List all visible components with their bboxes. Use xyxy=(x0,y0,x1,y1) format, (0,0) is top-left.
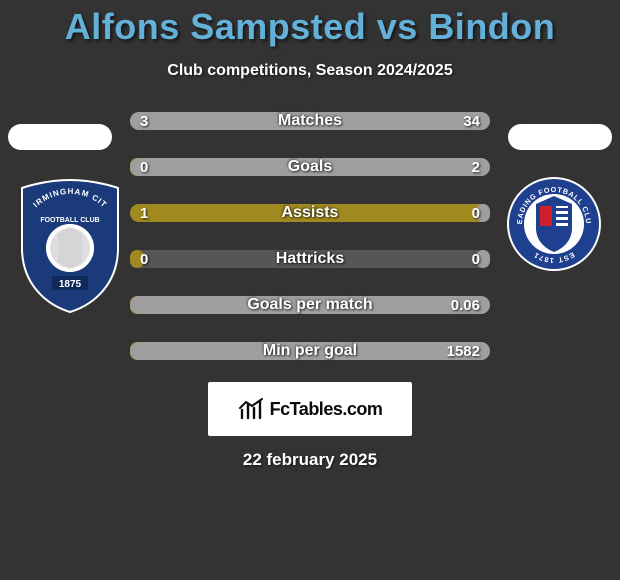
stat-track xyxy=(130,250,490,268)
team-crest-left: BIRMINGHAM CITY FOOTBALL CLUB 1875 xyxy=(18,178,122,314)
stat-fill-right xyxy=(130,158,490,176)
birmingham-crest-icon: BIRMINGHAM CITY FOOTBALL CLUB 1875 xyxy=(18,178,122,314)
player-marker-right xyxy=(508,124,612,150)
stat-row-matches: Matches334 xyxy=(130,112,490,130)
stat-fill-right xyxy=(130,296,490,314)
stat-fill-right xyxy=(130,112,490,130)
team-crest-right: READING FOOTBALL CLUB EST 1871 xyxy=(506,176,602,272)
fctables-logo-icon xyxy=(238,398,264,420)
footer-date: 22 february 2025 xyxy=(0,450,620,470)
stat-fill-left xyxy=(130,204,490,222)
fctables-badge: FcTables.com xyxy=(208,382,412,436)
stat-fill-right xyxy=(130,342,490,360)
fctables-text: FcTables.com xyxy=(270,399,383,420)
stat-row-goals-per-match: Goals per match0.06 xyxy=(130,296,490,314)
stat-row-goals: Goals02 xyxy=(130,158,490,176)
page-title: Alfons Sampsted vs Bindon xyxy=(0,0,620,48)
stat-fill-right xyxy=(476,250,490,268)
player-marker-left xyxy=(8,124,112,150)
reading-crest-icon: READING FOOTBALL CLUB EST 1871 xyxy=(506,176,602,272)
stat-fill-left xyxy=(130,250,144,268)
page-subtitle: Club competitions, Season 2024/2025 xyxy=(0,62,620,80)
stat-row-assists: Assists10 xyxy=(130,204,490,222)
stat-row-min-per-goal: Min per goal1582 xyxy=(130,342,490,360)
stat-row-hattricks: Hattricks00 xyxy=(130,250,490,268)
svg-text:FOOTBALL CLUB: FOOTBALL CLUB xyxy=(40,217,99,224)
stat-fill-right xyxy=(476,204,490,222)
crest-year: 1875 xyxy=(59,279,82,290)
